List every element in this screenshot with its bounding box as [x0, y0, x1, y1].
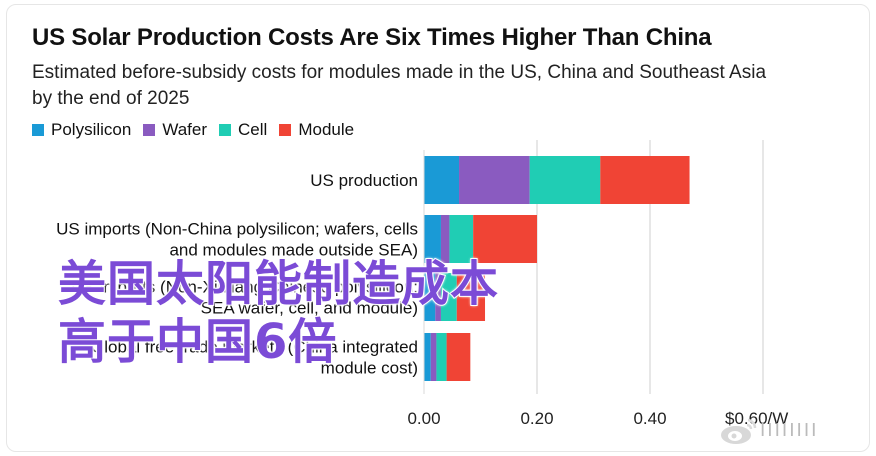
bar-wafer-2 [435, 273, 441, 321]
bar-module-2 [456, 273, 486, 321]
overlay-caption-line-1: 美国太阳能制造成本 [57, 255, 500, 313]
bar-polysilicon-3 [424, 333, 431, 381]
category-label-0-line-0: US production [310, 171, 418, 190]
x-tick-label-2: 0.40 [633, 409, 666, 428]
bar-polysilicon-1 [424, 215, 441, 263]
legend-swatch-polysilicon [32, 124, 44, 136]
legend-label-module: Module [298, 120, 355, 139]
legend-item-module: Module [279, 120, 354, 140]
bar-cell-1 [449, 215, 474, 263]
bar-cell-0 [529, 156, 601, 204]
legend-label-cell: Cell [238, 120, 268, 139]
bar-polysilicon-2 [424, 273, 436, 321]
bar-cell-3 [436, 333, 447, 381]
bar-module-0 [600, 156, 690, 204]
overlay-caption-line-2: 高于中国6倍 [57, 313, 338, 371]
bar-module-1 [473, 215, 537, 263]
chart-title: US Solar Production Costs Are Six Times … [32, 24, 712, 51]
category-label-2-line-1: SEA wafer, cell, and module) [201, 299, 418, 318]
legend-swatch-cell [219, 124, 232, 136]
bar-wafer-3 [430, 333, 437, 381]
weibo-logo-icon [721, 418, 757, 444]
category-label-1-line-0: US imports (Non-China polysilicon; wafer… [56, 220, 418, 239]
category-label-2-line-0: US imports (Non-Xinjiang Chinese polysil… [71, 278, 418, 297]
legend-item-wafer: Wafer [143, 120, 207, 140]
bar-wafer-1 [440, 215, 450, 263]
x-tick-label-3: $0.60/W [725, 409, 788, 428]
category-label-3-line-1: module cost) [321, 359, 418, 378]
category-label-3-line-0: Global free trade markets (China integra… [91, 338, 418, 357]
category-label-1-line-1: and modules made outside SEA) [169, 241, 418, 260]
bar-module-3 [446, 333, 471, 381]
chart-legend: Polysilicon Wafer Cell Module [32, 120, 366, 140]
legend-item-polysilicon: Polysilicon [32, 120, 131, 140]
bar-polysilicon-0 [424, 156, 460, 204]
legend-label-polysilicon: Polysilicon [51, 120, 132, 139]
legend-label-wafer: Wafer [162, 120, 208, 139]
bar-cell-2 [440, 273, 457, 321]
legend-swatch-module [279, 124, 292, 136]
bar-wafer-0 [459, 156, 530, 204]
legend-item-cell: Cell [219, 120, 267, 140]
legend-swatch-wafer [143, 124, 156, 136]
x-tick-label-1: 0.20 [520, 409, 553, 428]
chart-subtitle: Estimated before-subsidy costs for modul… [32, 62, 767, 109]
watermark-text: IIIIIIII [760, 420, 819, 441]
x-tick-label-0: 0.00 [407, 409, 440, 428]
